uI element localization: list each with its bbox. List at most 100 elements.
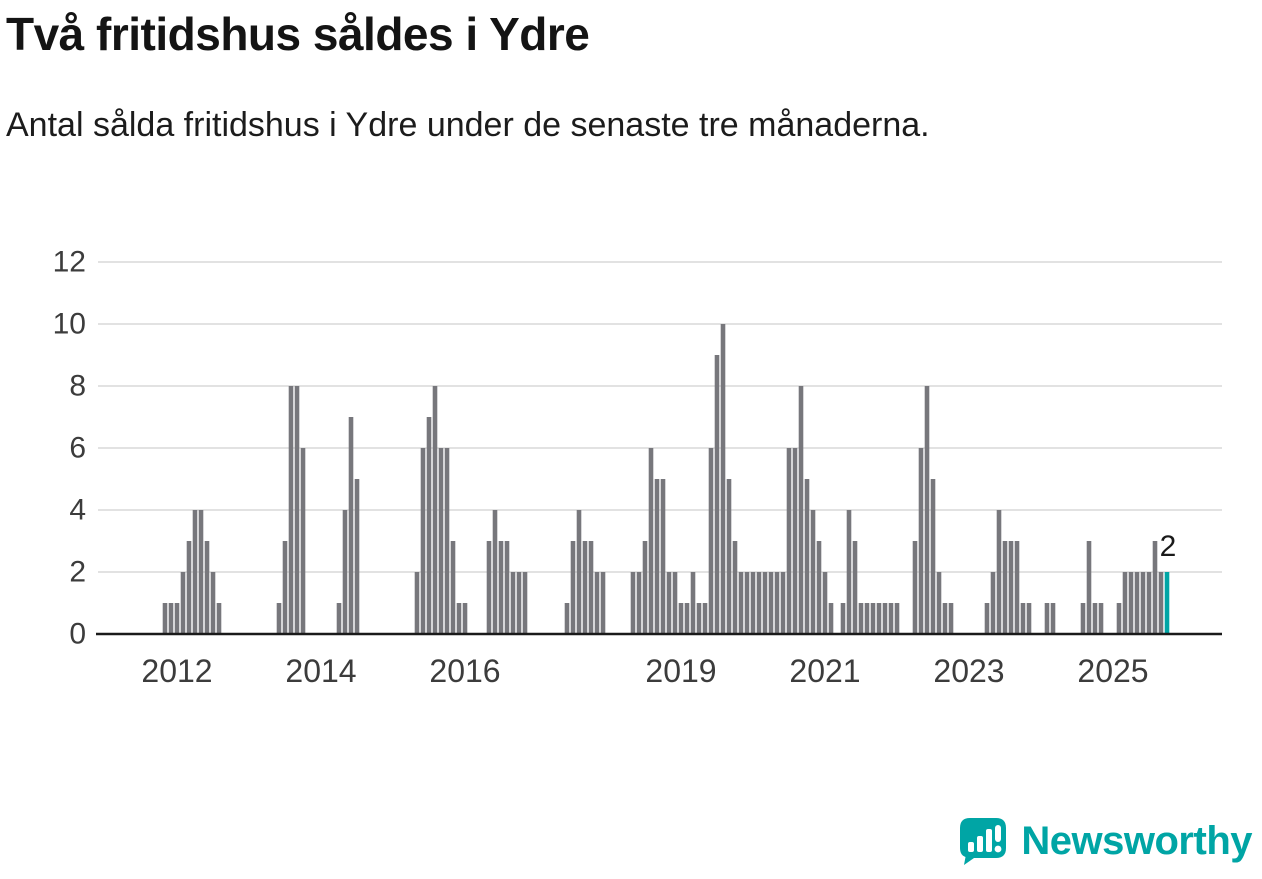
chart-title: Två fritidshus såldes i Ydre — [6, 8, 590, 60]
bar — [738, 572, 744, 634]
bar — [882, 603, 888, 634]
bar — [864, 603, 870, 634]
bar — [816, 541, 822, 634]
bar — [1092, 603, 1098, 634]
bar — [642, 541, 648, 634]
bar — [432, 386, 438, 634]
bar — [498, 541, 504, 634]
bar — [990, 572, 996, 634]
bar — [702, 603, 708, 634]
x-tick-label: 2012 — [141, 653, 212, 689]
bar — [984, 603, 990, 634]
bar — [846, 510, 852, 634]
bar — [492, 510, 498, 634]
y-tick-label: 8 — [69, 370, 86, 403]
bar — [192, 510, 198, 634]
bar — [282, 541, 288, 634]
bar — [948, 603, 954, 634]
bar — [654, 479, 660, 634]
bar — [726, 479, 732, 634]
bar — [210, 572, 216, 634]
bar-chart: 0 2 4 6 8 10 12 2012 2014 2016 2019 2021 2023 2025 2 — [53, 246, 1222, 689]
bar — [414, 572, 420, 634]
x-tick-label: 2014 — [285, 653, 356, 689]
bar — [636, 572, 642, 634]
bar — [1080, 603, 1086, 634]
brand-footer: Newsworthy — [957, 815, 1252, 867]
bar — [216, 603, 222, 634]
bar — [1020, 603, 1026, 634]
bar — [918, 448, 924, 634]
bar — [348, 417, 354, 634]
bar — [768, 572, 774, 634]
bar — [180, 572, 186, 634]
bar — [1122, 572, 1128, 634]
bar-chart-area: 0 2 4 6 8 10 12 2012 2014 2016 2019 2021 2023 2025 2 — [0, 246, 1262, 710]
bar — [582, 541, 588, 634]
highlighted-bar — [1164, 572, 1170, 634]
bar — [774, 572, 780, 634]
bar — [342, 510, 348, 634]
bar — [690, 572, 696, 634]
x-tick-label: 2016 — [429, 653, 500, 689]
bar — [1134, 572, 1140, 634]
bar — [936, 572, 942, 634]
bar — [162, 603, 168, 634]
bar — [600, 572, 606, 634]
bar — [438, 448, 444, 634]
bar — [276, 603, 282, 634]
bar — [588, 541, 594, 634]
bar — [1008, 541, 1014, 634]
x-tick-label: 2025 — [1077, 653, 1148, 689]
bar — [300, 448, 306, 634]
bar — [792, 448, 798, 634]
bar — [894, 603, 900, 634]
bar — [810, 510, 816, 634]
bar — [450, 541, 456, 634]
bar — [204, 541, 210, 634]
bar — [1116, 603, 1122, 634]
x-tick-label: 2021 — [789, 653, 860, 689]
bar — [570, 541, 576, 634]
x-tick-label: 2023 — [933, 653, 1004, 689]
chart-header: Två fritidshus såldes i Ydre Antal sålda… — [6, 8, 1232, 153]
bar — [1026, 603, 1032, 634]
bar — [516, 572, 522, 634]
bar — [828, 603, 834, 634]
bar — [684, 603, 690, 634]
newsworthy-chart-bubble-icon — [960, 818, 1007, 865]
bar — [594, 572, 600, 634]
bar — [564, 603, 570, 634]
bar — [870, 603, 876, 634]
bar — [456, 603, 462, 634]
bar — [1140, 572, 1146, 634]
bar — [666, 572, 672, 634]
bar — [1128, 572, 1134, 634]
bar — [510, 572, 516, 634]
bar — [996, 510, 1002, 634]
y-tick-label: 4 — [69, 494, 86, 527]
bar — [930, 479, 936, 634]
bar — [720, 324, 726, 634]
bar — [876, 603, 882, 634]
bar — [672, 572, 678, 634]
bar — [444, 448, 450, 634]
bar — [426, 417, 432, 634]
y-tick-label: 2 — [69, 556, 86, 589]
bar — [822, 572, 828, 634]
y-tick-label: 6 — [69, 432, 86, 465]
bar — [1146, 572, 1152, 634]
bar — [804, 479, 810, 634]
bar — [1014, 541, 1020, 634]
bar — [840, 603, 846, 634]
bar — [504, 541, 510, 634]
annotation-last-value: 2 — [1160, 530, 1177, 563]
y-tick-label: 10 — [53, 308, 86, 341]
bar — [714, 355, 720, 634]
brand-name: Newsworthy — [1021, 818, 1252, 863]
bar — [486, 541, 492, 634]
chart-subtitle: Antal sålda fritidshus i Ydre under de s… — [6, 105, 930, 144]
bar — [198, 510, 204, 634]
bar — [168, 603, 174, 634]
bar — [786, 448, 792, 634]
